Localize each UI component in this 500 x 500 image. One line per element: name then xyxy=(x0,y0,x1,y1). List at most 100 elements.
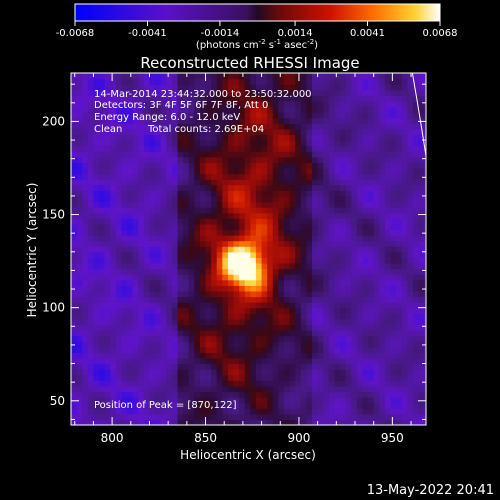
heat-cell xyxy=(255,296,263,303)
heat-cell xyxy=(412,341,420,348)
heat-cell xyxy=(149,106,156,113)
heat-cell xyxy=(407,380,414,387)
heat-cell xyxy=(407,179,414,186)
heat-cell xyxy=(312,413,319,421)
heat-cell xyxy=(121,179,128,186)
heat-cell xyxy=(289,184,296,191)
heat-cell xyxy=(289,117,296,124)
heat-cell xyxy=(188,212,195,219)
heat-cell xyxy=(407,84,414,91)
heat-cell xyxy=(99,184,106,191)
heat-cell xyxy=(82,100,89,108)
heat-cell xyxy=(289,251,296,258)
heat-cell xyxy=(384,235,392,242)
heat-cell xyxy=(205,307,212,314)
heat-cell xyxy=(390,195,397,203)
heat-cell xyxy=(384,167,392,175)
heat-cell xyxy=(160,285,167,292)
heat-cell xyxy=(149,374,156,381)
heat-cell xyxy=(300,179,308,186)
heat-cell xyxy=(396,235,403,242)
heat-cell xyxy=(183,184,190,191)
heat-cell xyxy=(138,313,145,320)
heat-cell xyxy=(362,363,369,370)
heat-cell xyxy=(76,73,83,80)
heat-cell xyxy=(166,246,173,253)
heat-cell xyxy=(143,112,151,119)
heat-cell xyxy=(199,167,207,175)
heat-cell xyxy=(110,218,117,225)
heat-cell xyxy=(143,167,151,175)
heat-cell xyxy=(76,195,83,203)
heat-cell xyxy=(340,128,347,136)
heat-cell xyxy=(132,374,139,381)
heat-cell xyxy=(390,369,397,376)
heat-cell xyxy=(166,229,173,236)
heat-cell xyxy=(317,134,324,141)
heat-cell xyxy=(87,330,95,337)
heat-cell xyxy=(345,246,352,253)
heat-cell xyxy=(384,335,392,342)
heat-cell xyxy=(171,151,179,158)
heat-cell xyxy=(300,112,308,119)
heat-cell xyxy=(127,223,134,231)
heat-cell xyxy=(340,318,347,326)
heat-cell xyxy=(401,212,408,219)
heat-cell xyxy=(216,179,223,186)
heat-cell xyxy=(71,84,78,91)
heat-cell xyxy=(340,352,347,359)
heat-cell xyxy=(166,352,173,359)
heat-cell xyxy=(188,229,195,236)
heat-cell xyxy=(188,218,195,225)
heat-cell xyxy=(356,302,364,309)
heat-cell xyxy=(239,363,246,370)
heat-cell xyxy=(76,330,83,337)
heat-cell xyxy=(356,408,364,415)
heat-cell xyxy=(160,246,167,253)
heat-cell xyxy=(205,357,212,365)
heat-cell xyxy=(121,341,128,348)
heat-cell xyxy=(121,307,128,314)
heat-cell xyxy=(412,369,420,376)
heat-cell xyxy=(368,156,375,163)
heat-cell xyxy=(284,212,291,219)
heat-cell xyxy=(306,117,313,124)
heat-cell xyxy=(407,313,414,320)
heat-cell xyxy=(160,385,167,393)
heat-cell xyxy=(127,341,134,348)
heat-cell xyxy=(177,100,184,108)
heat-cell xyxy=(177,402,184,409)
heat-cell xyxy=(82,84,89,91)
heat-cell xyxy=(340,95,347,102)
heat-cell xyxy=(334,212,341,219)
heat-cell xyxy=(205,123,212,130)
heat-cell xyxy=(82,335,89,342)
heat-cell xyxy=(284,346,291,353)
heat-cell xyxy=(149,95,156,102)
heat-cell xyxy=(368,369,375,376)
heat-cell xyxy=(312,134,319,141)
heat-cell xyxy=(255,380,263,387)
heat-cell xyxy=(379,167,386,175)
heat-cell xyxy=(272,173,279,180)
heat-cell xyxy=(76,117,83,124)
heat-cell xyxy=(205,151,212,158)
heat-cell xyxy=(199,369,207,376)
heat-cell xyxy=(424,262,426,270)
heat-cell xyxy=(418,318,425,326)
heat-cell xyxy=(379,195,386,203)
heat-cell xyxy=(278,117,285,124)
heat-cell xyxy=(334,195,341,203)
heat-cell xyxy=(267,369,274,376)
heat-cell xyxy=(295,374,302,381)
heat-cell xyxy=(284,162,291,169)
heat-cell xyxy=(424,162,426,169)
heat-cell xyxy=(244,408,251,415)
heat-cell xyxy=(334,190,341,197)
heat-cell xyxy=(87,179,95,186)
heat-cell xyxy=(205,212,212,219)
heat-cell xyxy=(379,268,386,275)
heat-cell xyxy=(289,190,296,197)
heat-cell xyxy=(356,128,364,136)
heat-cell xyxy=(183,201,190,208)
